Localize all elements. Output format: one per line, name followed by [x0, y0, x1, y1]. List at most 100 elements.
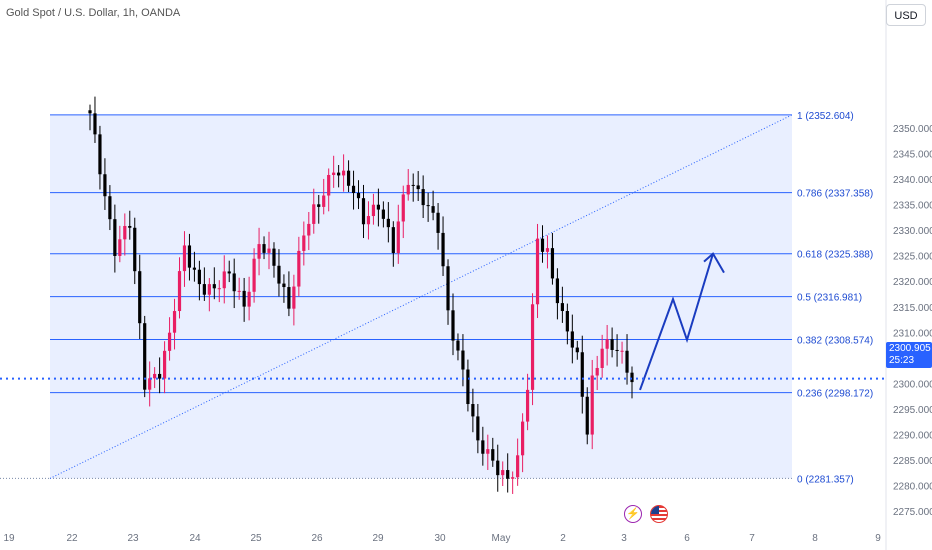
candle-body: [247, 291, 251, 307]
fibonacci-retracement[interactable]: 1 (2352.604) 0.786 (2337.358) 0.618 (2325.…: [0, 111, 873, 486]
y-tick-label: 2335.000: [893, 201, 932, 212]
y-tick-label: 2290.000: [893, 430, 932, 441]
candle-body: [322, 195, 326, 207]
candle-body: [386, 218, 390, 228]
candle-body: [302, 235, 306, 251]
x-tick-label: 9: [875, 533, 881, 544]
x-tick-label: 22: [66, 533, 78, 544]
candle-body: [530, 304, 535, 390]
y-tick-label: 2280.000: [893, 481, 932, 492]
candle-body: [177, 271, 182, 312]
overlays: [0, 252, 886, 391]
us-flag-icon[interactable]: [650, 505, 668, 523]
fib-label-0.786: 0.786 (2337.358): [797, 189, 873, 200]
candle-body: [431, 206, 435, 213]
fib-label-0.236: 0.236 (2298.172): [797, 389, 873, 400]
candle-body: [356, 192, 361, 199]
candle-body: [585, 396, 589, 435]
candle-body: [162, 350, 167, 379]
candle-body: [575, 347, 579, 353]
candle-body: [381, 209, 385, 219]
candle-body: [406, 184, 410, 195]
candle-body: [108, 196, 112, 220]
candle-body: [307, 223, 311, 236]
candle-body: [143, 323, 147, 390]
candle-body: [595, 367, 599, 376]
candle-body: [565, 311, 569, 332]
x-tick-label: 2: [560, 533, 566, 544]
candle-body: [456, 340, 460, 351]
y-tick-label: 2350.000: [893, 124, 932, 135]
candle-body: [153, 373, 157, 379]
candle-body: [441, 232, 445, 267]
candle-body: [446, 266, 450, 311]
candle-body: [461, 350, 465, 370]
candle-body: [118, 239, 122, 256]
candle-body: [555, 278, 560, 304]
candle-body: [341, 170, 346, 176]
candle-body: [371, 204, 376, 217]
candle-body: [232, 273, 236, 292]
candle-body: [88, 110, 92, 114]
candle-body: [138, 271, 142, 324]
candle-body: [416, 185, 420, 190]
candle-body: [148, 378, 152, 390]
candle-body: [491, 449, 495, 461]
candle-body: [481, 440, 485, 454]
candle-body: [396, 221, 400, 254]
last-price-value: 2300.905: [889, 343, 931, 354]
candle-body: [227, 271, 231, 274]
candle-countdown: 25:23: [889, 355, 915, 366]
projection-path: [639, 253, 714, 391]
candle-body: [207, 284, 211, 295]
candle-body: [550, 248, 555, 279]
candle-body: [411, 184, 415, 186]
candle-body: [401, 194, 405, 222]
candle-body: [202, 284, 206, 295]
fib-label-0.382: 0.382 (2308.574): [797, 336, 873, 347]
y-tick-label: 2285.000: [893, 456, 932, 467]
y-axis[interactable]: 2275.000 2280.000 2285.000 2290.000 2295.000…: [885, 0, 932, 550]
candle-body: [511, 477, 515, 479]
candle-body: [421, 189, 425, 206]
candle-body: [128, 225, 132, 228]
x-tick-label: 25: [250, 533, 262, 544]
y-tick-label: 2340.000: [893, 175, 932, 186]
candle-body: [426, 205, 430, 207]
candle-body: [123, 225, 127, 240]
x-tick-label: 23: [127, 533, 139, 544]
currency-button[interactable]: USD: [886, 4, 926, 26]
candle-body: [252, 258, 256, 292]
candle-body: [610, 339, 614, 350]
candle-body: [506, 470, 510, 479]
candle-body: [192, 267, 197, 270]
candle-body: [471, 404, 475, 417]
candle-body: [476, 416, 480, 441]
candle-body: [391, 227, 395, 254]
candle-body: [535, 238, 540, 305]
candle-body: [351, 185, 356, 193]
candle-body: [620, 350, 624, 352]
candle-body: [496, 460, 500, 476]
candle-body: [133, 227, 137, 272]
candle-body: [376, 204, 381, 210]
fib-label-0.5: 0.5 (2316.981): [797, 293, 862, 304]
candle-body: [287, 287, 291, 309]
candle-body: [312, 204, 316, 224]
fib-label-0: 0 (2281.357): [797, 474, 854, 485]
x-tick-label: 7: [749, 533, 755, 544]
lightning-bolt-icon[interactable]: ⚡: [624, 505, 642, 523]
candle-body: [625, 350, 629, 373]
x-tick-label: 19: [3, 533, 15, 544]
chart-title: Gold Spot / U.S. Dollar, 1h, OANDA: [6, 7, 181, 19]
y-tick-label: 2295.000: [893, 405, 932, 416]
x-axis[interactable]: 19 22 23 24 25 26 29 30 May 2 3 6 7 8 9: [3, 533, 881, 544]
candle-body: [560, 303, 564, 312]
candle-body: [257, 244, 261, 259]
fib-label-0.618: 0.618 (2325.388): [797, 250, 873, 261]
y-tick-label: 2315.000: [893, 303, 932, 314]
y-tick-label: 2275.000: [893, 507, 932, 518]
candle-body: [486, 449, 490, 454]
candle-body: [167, 332, 172, 351]
